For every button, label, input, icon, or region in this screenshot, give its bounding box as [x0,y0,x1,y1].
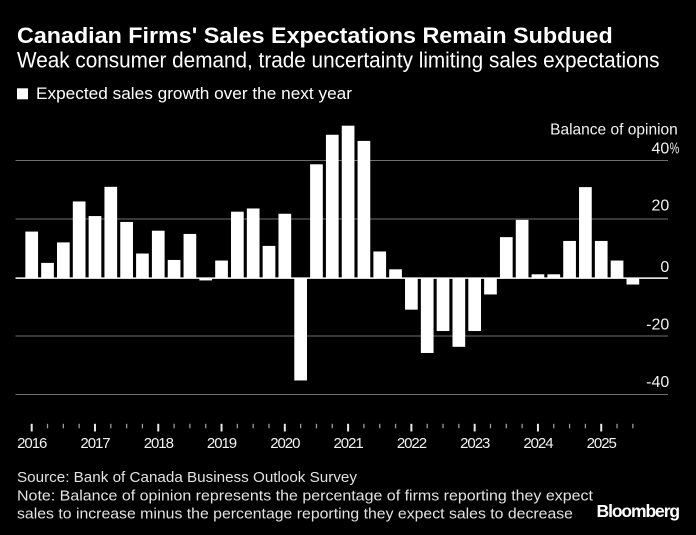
svg-text:Weak consumer demand, trade un: Weak consumer demand, trade uncertainty … [17,48,660,73]
svg-text:Balance of opinion: Balance of opinion [550,122,678,139]
svg-text:Bloomberg: Bloomberg [597,501,680,521]
svg-text:2025: 2025 [587,435,617,452]
svg-text:2017: 2017 [80,435,110,452]
svg-text:2019: 2019 [207,435,237,452]
svg-text:2021: 2021 [334,435,364,452]
svg-text:2018: 2018 [144,435,174,452]
svg-text:Canadian Firms' Sales Expectat: Canadian Firms' Sales Expectations Remai… [17,23,613,48]
svg-text:20: 20 [652,198,670,215]
svg-text:Note: Balance of opinion repre: Note: Balance of opinion represents the … [17,488,594,505]
svg-text:2023: 2023 [460,435,490,452]
svg-text:%: % [670,141,680,158]
svg-text:40: 40 [652,141,670,158]
svg-text:sales to increase minus the pe: sales to increase minus the percentage r… [17,505,573,522]
svg-text:-40: -40 [646,374,669,391]
svg-text:Expected sales growth over the: Expected sales growth over the next year [36,85,353,103]
svg-text:2016: 2016 [17,435,47,452]
svg-text:2022: 2022 [397,435,427,452]
svg-text:0: 0 [660,259,669,276]
svg-text:Source: Bank of Canada Busines: Source: Bank of Canada Business Outlook … [17,469,358,486]
svg-text:2024: 2024 [523,435,553,452]
svg-text:2020: 2020 [270,435,300,452]
svg-text:-20: -20 [646,317,669,334]
